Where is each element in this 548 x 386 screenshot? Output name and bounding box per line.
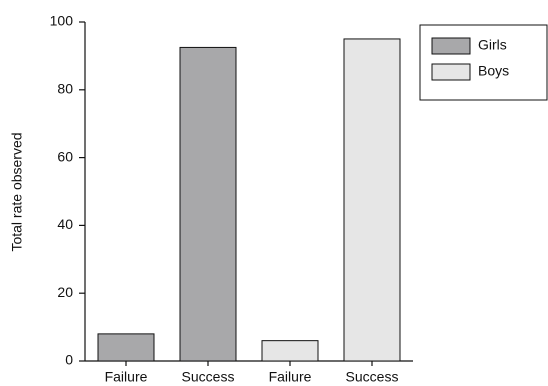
- y-tick-label: 20: [57, 284, 73, 300]
- x-tick-label: Failure: [105, 369, 148, 385]
- y-tick-label: 80: [57, 81, 73, 97]
- legend-swatch: [431, 63, 471, 81]
- x-tick-label: Failure: [269, 369, 312, 385]
- legend-label: Boys: [478, 63, 509, 79]
- bar: [343, 38, 401, 362]
- legend-swatch: [431, 37, 471, 55]
- y-tick-label: 0: [65, 352, 73, 368]
- y-tick-label: 60: [57, 148, 73, 164]
- y-tick-label: 100: [50, 13, 74, 29]
- bar: [179, 46, 237, 362]
- x-tick-label: Success: [346, 369, 399, 385]
- bar: [261, 340, 319, 362]
- bar: [97, 333, 155, 362]
- legend-label: Girls: [478, 37, 507, 53]
- x-tick-label: Success: [182, 369, 235, 385]
- y-axis-label: Total rate observed: [9, 132, 25, 251]
- y-tick-label: 40: [57, 216, 73, 232]
